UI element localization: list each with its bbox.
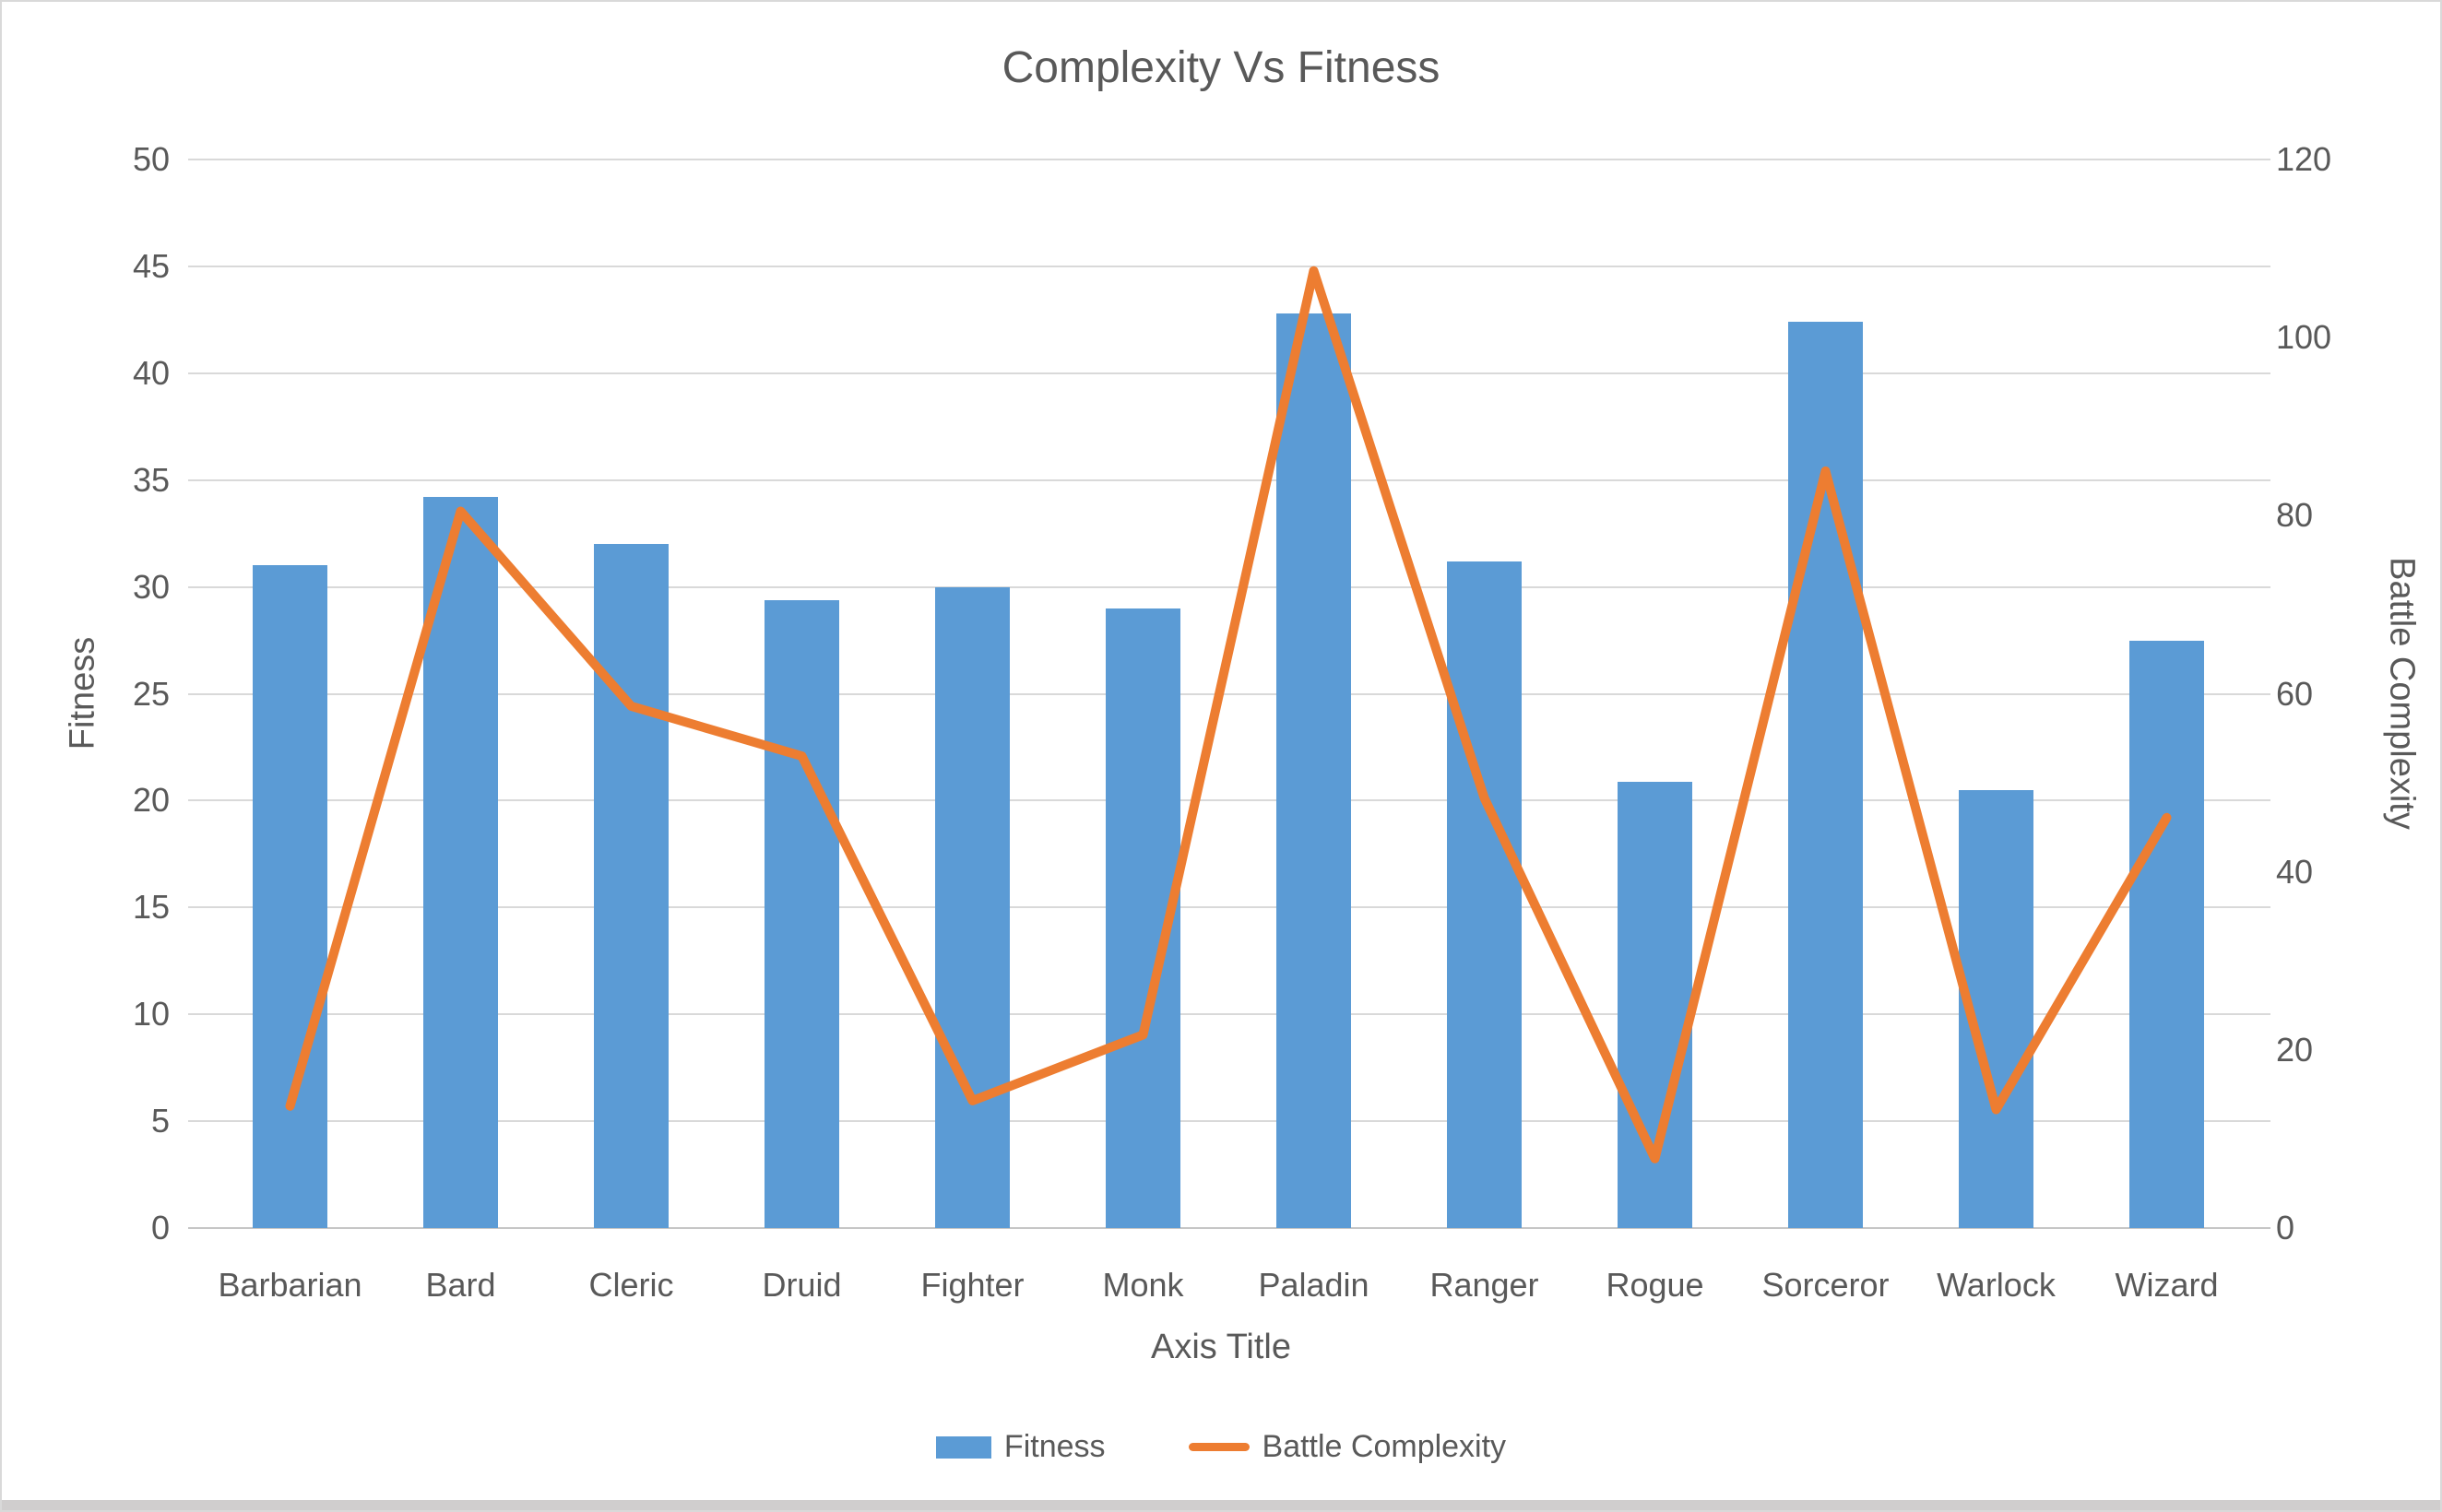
bar-fitness-monk[interactable] <box>1106 608 1180 1228</box>
bar-fitness-wizard[interactable] <box>2129 641 2204 1228</box>
right-axis-tick-label: 40 <box>2276 852 2314 891</box>
battle-complexity-swatch-icon <box>1188 1443 1250 1451</box>
right-axis-tick-label: 0 <box>2276 1209 2295 1246</box>
right-axis-tick-label: 120 <box>2276 140 2332 178</box>
left-axis-tick-label: 30 <box>132 567 170 606</box>
gridline <box>188 585 2270 588</box>
legend: Fitness Battle Complexity <box>2 1429 2440 1465</box>
category-label: Paladin <box>1258 1266 1369 1304</box>
left-axis-tick-label: 5 <box>150 1102 170 1140</box>
right-axis-title: Battle Complexity <box>2382 557 2422 830</box>
category-label: Barbarian <box>218 1266 362 1304</box>
right-axis-tick-label: 20 <box>2276 1030 2314 1069</box>
x-axis-title: Axis Title <box>1150 1328 1292 1366</box>
bar-fitness-warlock[interactable] <box>1959 790 2033 1228</box>
fitness-swatch-icon <box>935 1435 991 1459</box>
category-label: Fighter <box>920 1266 1025 1304</box>
legend-label: Battle Complexity <box>1262 1429 1507 1464</box>
legend-entry-battle-complexity[interactable]: Battle Complexity <box>1188 1429 1507 1465</box>
left-axis-tick-label: 40 <box>132 353 170 392</box>
left-axis-tick-label: 15 <box>132 888 170 927</box>
category-label: Rogue <box>1606 1266 1704 1304</box>
category-label: Ranger <box>1429 1266 1539 1304</box>
gridline <box>188 159 2270 160</box>
left-axis-tick-label: 10 <box>132 995 170 1034</box>
category-label: Cleric <box>588 1266 674 1304</box>
bar-fitness-barbarian[interactable] <box>253 565 327 1228</box>
x-axis-line <box>188 1227 2270 1229</box>
left-axis-title: Fitness <box>63 636 102 750</box>
right-axis-tick-label: 100 <box>2276 318 2332 357</box>
left-axis-tick-label: 35 <box>132 460 170 499</box>
bar-fitness-bard[interactable] <box>423 497 498 1228</box>
bar-fitness-sorceror[interactable] <box>1788 322 1863 1228</box>
left-axis-tick-label: 25 <box>132 674 170 713</box>
right-axis-tick-label: 80 <box>2276 496 2314 535</box>
chart-title: Complexity Vs Fitness <box>1002 43 1440 92</box>
category-label: Wizard <box>2115 1266 2219 1304</box>
left-axis-tick-label: 0 <box>150 1209 170 1246</box>
bar-fitness-paladin[interactable] <box>1276 313 1351 1228</box>
left-axis-tick-label: 20 <box>132 781 170 820</box>
gridline <box>188 372 2270 374</box>
legend-label: Fitness <box>1003 1429 1106 1464</box>
category-label: Warlock <box>1937 1266 2056 1304</box>
right-axis-tick-label: 60 <box>2276 674 2314 713</box>
gridline <box>188 692 2270 695</box>
bar-fitness-rogue[interactable] <box>1618 782 1692 1228</box>
legend-entry-fitness[interactable]: Fitness <box>935 1429 1106 1465</box>
window-bottom-edge <box>2 1500 2440 1510</box>
gridline <box>188 265 2270 267</box>
bar-fitness-druid[interactable] <box>765 600 839 1228</box>
bar-fitness-ranger[interactable] <box>1447 561 1522 1228</box>
bar-fitness-cleric[interactable] <box>594 544 669 1228</box>
category-label: Monk <box>1102 1266 1184 1304</box>
category-label: Bard <box>425 1266 496 1304</box>
category-label: Druid <box>762 1266 842 1304</box>
bar-fitness-fighter[interactable] <box>935 587 1010 1228</box>
left-axis-tick-label: 50 <box>132 140 170 178</box>
battle-complexity-polyline[interactable] <box>285 266 2172 1164</box>
left-axis-tick-label: 45 <box>132 246 170 285</box>
category-label: Sorceror <box>1761 1266 1890 1304</box>
gridline <box>188 478 2270 481</box>
